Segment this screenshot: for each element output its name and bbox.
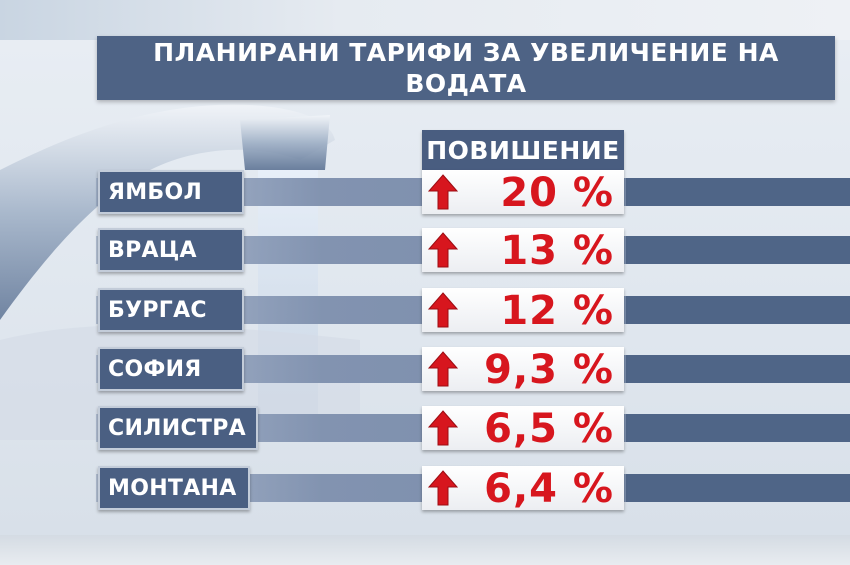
increase-value-box: 20 % — [422, 170, 624, 216]
title-banner: ПЛАНИРАНИ ТАРИФИ ЗА УВЕЛИЧЕНИЕ НА ВОДАТА — [97, 36, 835, 100]
row-stripe-right — [626, 414, 850, 442]
increase-percent: 9,3 % — [484, 347, 614, 393]
row-stripe-right — [626, 178, 850, 206]
background-bottom — [0, 535, 850, 565]
page-title: ПЛАНИРАНИ ТАРИФИ ЗА УВЕЛИЧЕНИЕ НА ВОДАТА — [153, 38, 779, 98]
tariff-row: ВРАЦА 13 % — [0, 228, 850, 274]
city-label: СОФИЯ — [98, 347, 244, 391]
increase-percent: 12 % — [500, 288, 614, 334]
increase-value-box: 9,3 % — [422, 347, 624, 393]
city-label: СИЛИСТРА — [98, 406, 258, 450]
increase-percent: 13 % — [500, 228, 614, 274]
increase-value-box: 12 % — [422, 288, 624, 334]
increase-value-box: 6,5 % — [422, 406, 624, 452]
city-label: МОНТАНА — [98, 466, 250, 510]
tariff-row: БУРГАС 12 % — [0, 288, 850, 334]
up-arrow-icon — [428, 410, 458, 446]
tariff-row: СИЛИСТРА 6,5 % — [0, 406, 850, 452]
row-stripe-right — [626, 474, 850, 502]
increase-value-box: 13 % — [422, 228, 624, 274]
row-stripe-right — [626, 236, 850, 264]
up-arrow-icon — [428, 232, 458, 268]
city-label: ВРАЦА — [98, 228, 244, 272]
column-header: ПОВИШЕНИЕ — [422, 130, 624, 170]
row-stripe-right — [626, 355, 850, 383]
tariff-row: МОНТАНА 6,4 % — [0, 466, 850, 512]
increase-percent: 6,4 % — [484, 466, 614, 512]
tariff-row: СОФИЯ 9,3 % — [0, 347, 850, 393]
increase-percent: 20 % — [500, 170, 614, 216]
up-arrow-icon — [428, 351, 458, 387]
row-stripe-right — [626, 296, 850, 324]
increase-value-box: 6,4 % — [422, 466, 624, 512]
city-label: БУРГАС — [98, 288, 244, 332]
increase-percent: 6,5 % — [484, 406, 614, 452]
up-arrow-icon — [428, 174, 458, 210]
up-arrow-icon — [428, 470, 458, 506]
up-arrow-icon — [428, 292, 458, 328]
background-top — [0, 0, 850, 40]
tariff-row: ЯМБОЛ 20 % — [0, 170, 850, 216]
city-label: ЯМБОЛ — [98, 170, 244, 214]
